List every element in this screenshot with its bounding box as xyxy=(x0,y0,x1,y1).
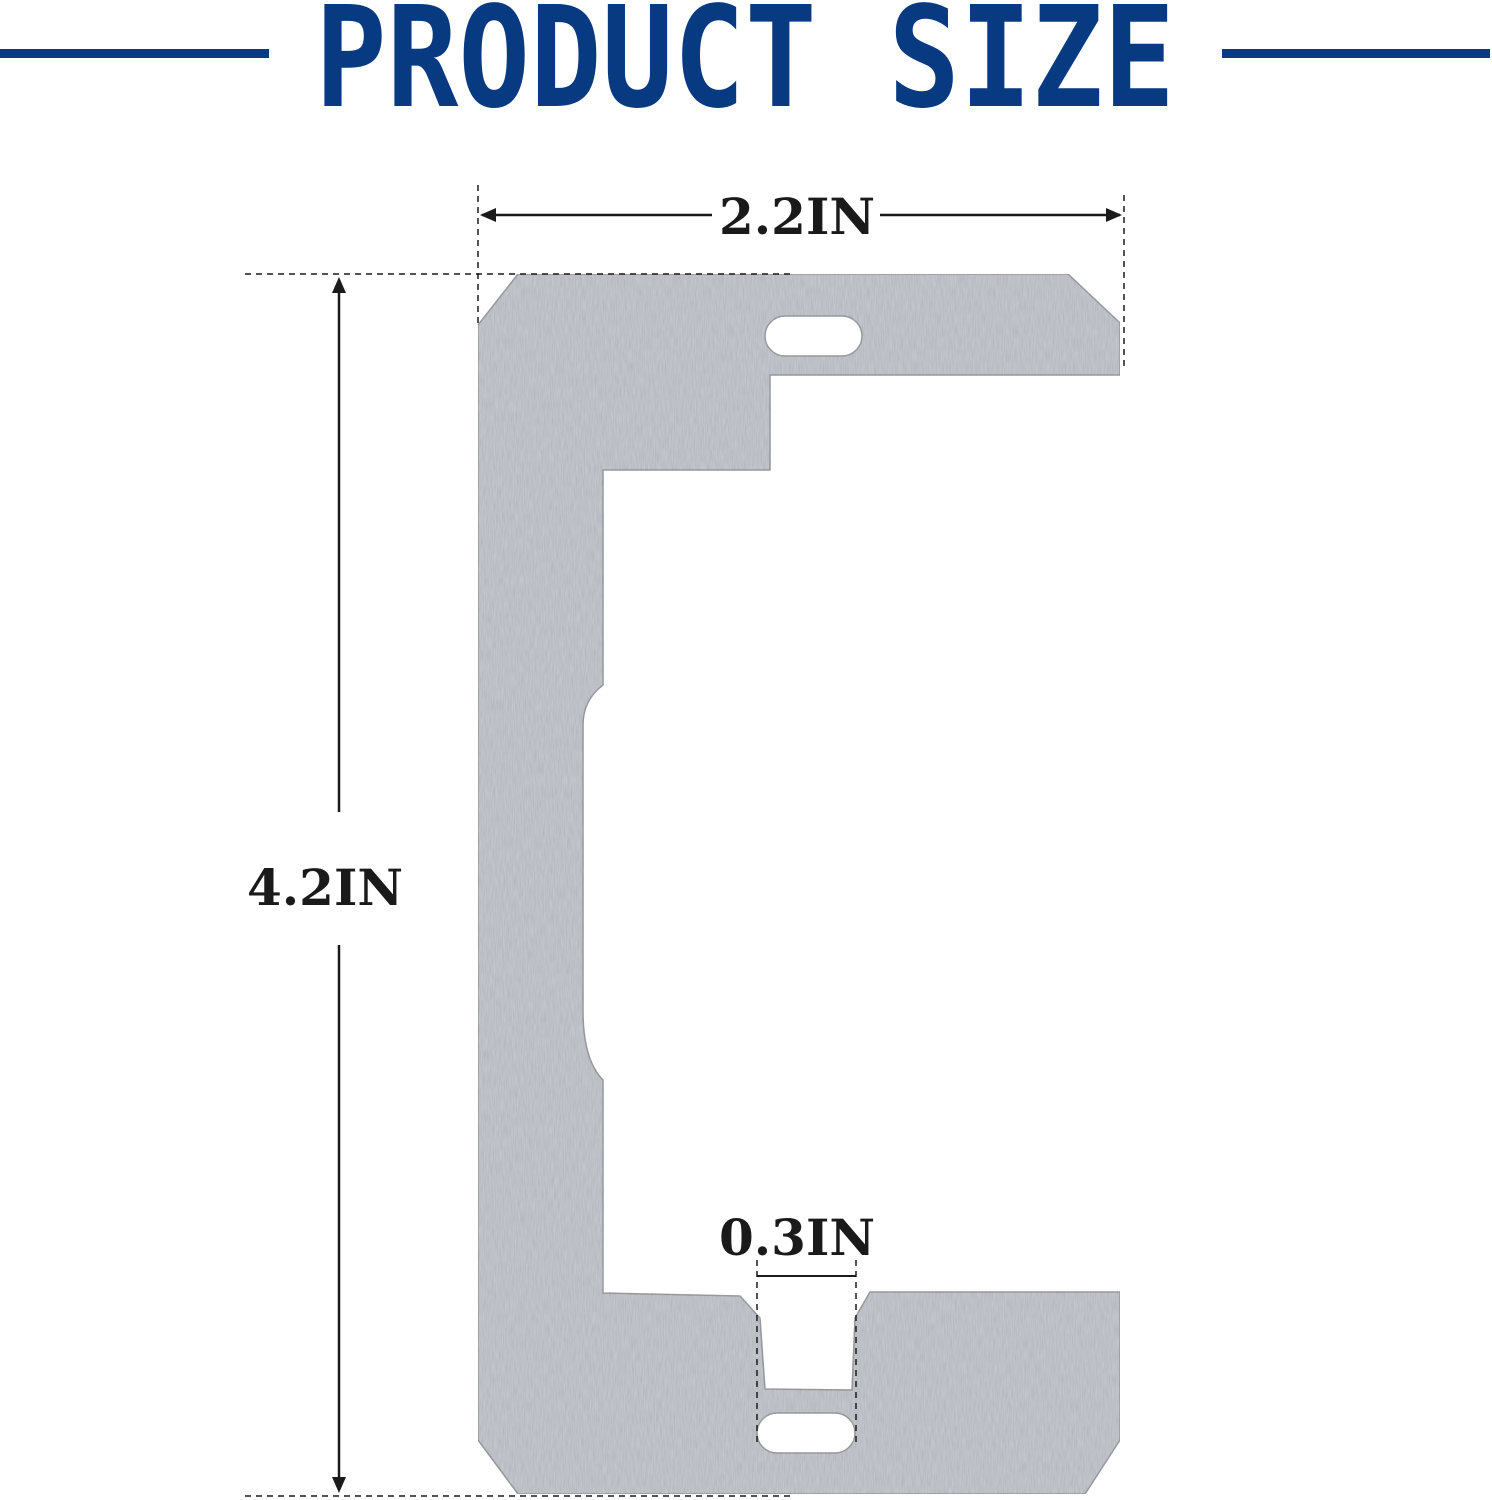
width-label: 2.2IN xyxy=(719,187,875,246)
notch-width-label: 0.3IN xyxy=(719,1208,875,1267)
page-title: PRODUCT SIZE xyxy=(315,0,1175,140)
width-dimension xyxy=(477,185,1125,370)
bracket-plate xyxy=(477,273,1121,1495)
height-label: 4.2IN xyxy=(247,858,403,917)
title-rule-right xyxy=(1222,49,1490,58)
title-rule-left xyxy=(0,49,269,58)
notch-dimension xyxy=(756,1260,857,1445)
height-dimension xyxy=(245,273,790,1497)
